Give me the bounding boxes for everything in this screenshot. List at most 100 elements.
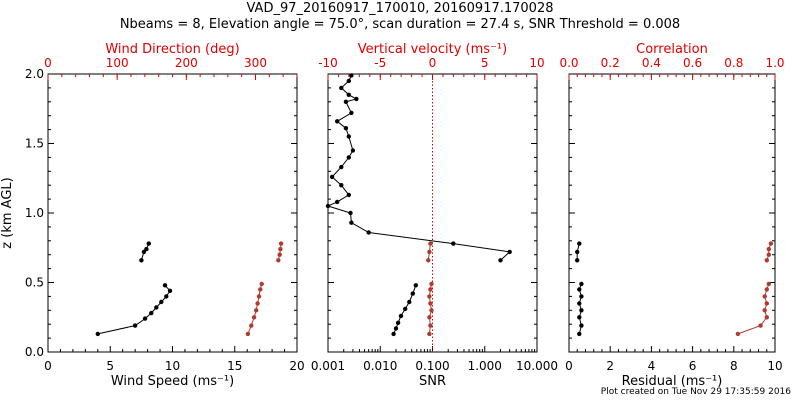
x2-tick-label: -5 bbox=[374, 56, 386, 70]
data-point-black bbox=[403, 306, 408, 312]
data-point-black bbox=[579, 294, 584, 299]
data-point-black bbox=[346, 92, 351, 98]
x-tick-label: 10 bbox=[767, 359, 782, 373]
data-point-red bbox=[426, 258, 431, 263]
data-point-red bbox=[764, 258, 769, 263]
series-line-red bbox=[277, 243, 282, 261]
data-point-black bbox=[393, 326, 399, 331]
x2-tick-label: -10 bbox=[318, 56, 338, 70]
data-point-black bbox=[346, 155, 351, 160]
x2-axis-label: Wind Direction (deg) bbox=[105, 42, 239, 57]
data-point-red bbox=[764, 315, 769, 320]
x2-tick-label: 0 bbox=[429, 56, 437, 70]
data-point-red bbox=[428, 287, 433, 292]
data-point-black bbox=[149, 310, 154, 316]
y-tick-label: 1.0 bbox=[25, 206, 44, 220]
data-point-black bbox=[162, 283, 168, 288]
x-tick-label: 15 bbox=[227, 359, 242, 373]
data-point-red bbox=[428, 301, 433, 306]
data-point-black bbox=[354, 96, 359, 102]
data-point-red bbox=[428, 323, 433, 328]
x2-tick-label: 0.2 bbox=[601, 56, 620, 70]
data-point-black bbox=[346, 78, 351, 84]
x-tick-label: 1.000 bbox=[468, 359, 502, 373]
x-tick-label: 0 bbox=[44, 359, 52, 373]
data-point-red bbox=[427, 315, 432, 320]
data-point-red bbox=[276, 258, 281, 263]
data-point-black bbox=[164, 294, 169, 299]
plot-frame bbox=[568, 73, 776, 353]
y-axis-label: z (km AGL) bbox=[0, 177, 15, 248]
data-point-red bbox=[249, 323, 254, 328]
x-axis-label: Residual (ms⁻¹) bbox=[622, 374, 723, 389]
data-point-black bbox=[395, 320, 401, 325]
data-point-red bbox=[427, 294, 432, 299]
data-point-red bbox=[764, 287, 769, 292]
x2-tick-label: 0.4 bbox=[642, 56, 661, 70]
data-point-black bbox=[579, 308, 584, 313]
data-point-red bbox=[429, 308, 434, 313]
plot-frame bbox=[47, 73, 298, 353]
data-point-black bbox=[407, 299, 412, 305]
data-point-red bbox=[762, 308, 767, 313]
x-axis-label: SNR bbox=[419, 374, 446, 389]
data-point-red bbox=[429, 281, 434, 287]
data-point-black bbox=[350, 148, 356, 153]
x-tick-label: 4 bbox=[648, 359, 656, 373]
data-point-black bbox=[159, 299, 164, 305]
chart-title-line2: Nbeams = 8, Elevation angle = 75.0°, sca… bbox=[119, 17, 681, 32]
x-tick-label: 0.010 bbox=[363, 359, 397, 373]
data-point-red bbox=[259, 281, 264, 287]
data-point-red bbox=[245, 331, 251, 337]
data-point-black bbox=[575, 249, 580, 255]
x-tick-label: 6 bbox=[689, 359, 697, 373]
data-point-black bbox=[146, 241, 151, 246]
data-point-black bbox=[577, 301, 582, 306]
data-point-black bbox=[413, 283, 418, 288]
x2-tick-label: 1.0 bbox=[765, 56, 784, 70]
data-point-black bbox=[329, 174, 335, 180]
panel-residual-correlation: 0 2 4 6 8 10 0.0 0.2 0.4 0.6 0.8 1.0 Residual (ms⁻¹)… bbox=[559, 42, 784, 389]
x-tick-label: 5 bbox=[106, 359, 114, 373]
x-tick-label: 10 bbox=[165, 359, 180, 373]
data-point-black bbox=[167, 288, 173, 293]
data-point-black bbox=[325, 203, 331, 209]
y-tick-label: 0.0 bbox=[25, 345, 44, 359]
data-point-red bbox=[758, 323, 763, 328]
series-line-red bbox=[766, 243, 772, 261]
x2-tick-label: 200 bbox=[175, 56, 198, 70]
data-point-black bbox=[366, 230, 371, 235]
x-tick-label: 20 bbox=[289, 359, 304, 373]
panel-snr-vertical-velocity: 0.001 0.010 0.100 1.000 10.000 -10 -5 0 5 10 SNR Ve… bbox=[311, 42, 558, 389]
data-point-black bbox=[349, 73, 354, 78]
data-point-black bbox=[339, 164, 344, 170]
x2-tick-label: 0.0 bbox=[559, 56, 578, 70]
x-tick-label: 8 bbox=[730, 359, 738, 373]
data-point-black bbox=[577, 331, 582, 337]
x2-tick-label: 100 bbox=[106, 56, 129, 70]
data-point-red bbox=[258, 287, 263, 292]
data-point-red bbox=[427, 331, 432, 337]
data-point-black bbox=[339, 85, 344, 91]
data-point-black bbox=[343, 99, 349, 105]
data-point-red bbox=[251, 315, 257, 320]
data-point-black bbox=[577, 287, 582, 292]
data-point-black bbox=[579, 281, 584, 287]
data-point-red bbox=[764, 301, 769, 306]
data-point-black bbox=[142, 316, 148, 321]
data-point-red bbox=[768, 241, 774, 246]
data-point-black bbox=[577, 315, 582, 320]
data-point-black bbox=[139, 258, 144, 263]
data-point-red bbox=[766, 252, 771, 257]
data-point-black bbox=[577, 241, 582, 246]
data-point-red bbox=[256, 294, 262, 299]
y-tick-label: 0.5 bbox=[25, 276, 44, 290]
data-point-black bbox=[339, 183, 344, 188]
x2-tick-label: 300 bbox=[244, 56, 267, 70]
data-point-black bbox=[349, 220, 354, 225]
data-point-black bbox=[95, 331, 101, 337]
data-point-black bbox=[144, 246, 149, 252]
data-point-black bbox=[154, 305, 159, 310]
